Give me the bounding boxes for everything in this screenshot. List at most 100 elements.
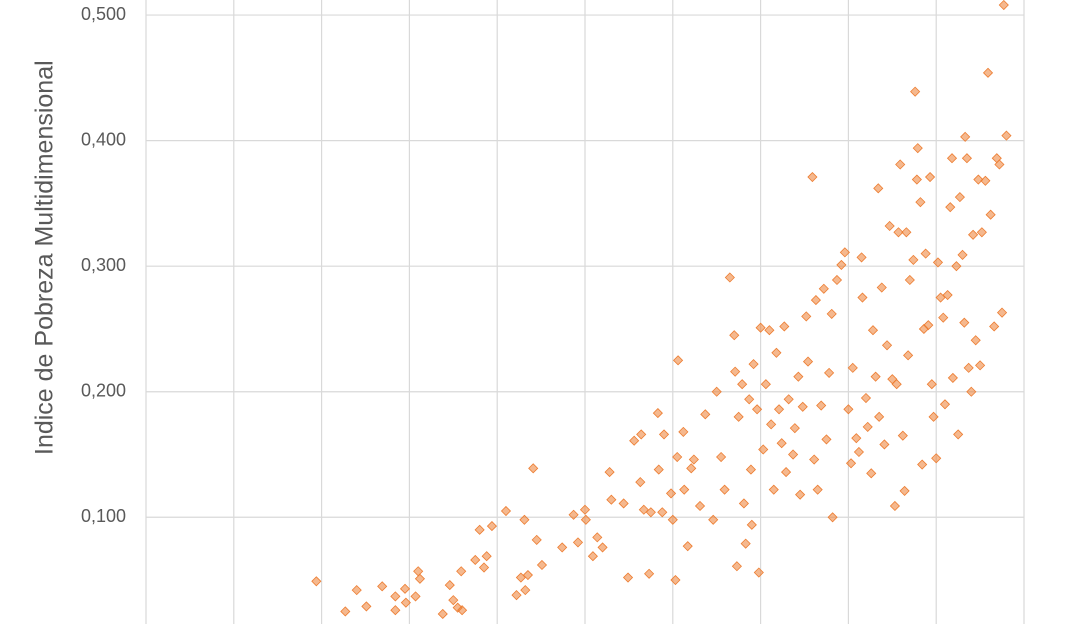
scatter-point (511, 590, 522, 601)
scatter-point (789, 423, 800, 434)
y-tick-label: 0,200 (81, 380, 126, 400)
scatter-point (788, 449, 799, 460)
scatter-point (970, 335, 981, 346)
scatter-point (729, 330, 740, 341)
scatter-point (682, 541, 693, 552)
scatter-point (911, 174, 922, 185)
scatter-point (520, 585, 531, 596)
scatter-point (457, 605, 468, 616)
y-tick-label: 0,400 (81, 129, 126, 149)
scatter-point (745, 464, 757, 475)
scatter-point (768, 484, 779, 495)
scatter-point (923, 320, 934, 331)
scatter-point (908, 254, 919, 265)
scatter-point (557, 542, 568, 553)
scatter-point (960, 131, 971, 142)
scatter-point (951, 261, 962, 272)
scatter-point (673, 355, 684, 366)
scatter-point (824, 367, 835, 378)
scatter-point (843, 404, 854, 415)
scatter-point (1001, 130, 1012, 141)
scatter-point (481, 551, 492, 562)
scatter-point (845, 458, 857, 469)
scatter-point (884, 220, 895, 232)
scatter-point (414, 573, 426, 584)
scatter-point (975, 360, 986, 371)
scatter-point (764, 325, 775, 336)
scatter-point (867, 325, 879, 336)
scatter-point (795, 489, 806, 500)
scatter-point (866, 468, 877, 479)
scatter-point (340, 606, 351, 617)
scatter-point (961, 153, 972, 164)
scatter-point (587, 551, 598, 562)
scatter-point (968, 229, 979, 240)
scatter-point (816, 400, 827, 411)
scatter-point (622, 572, 634, 583)
scatter-point (711, 386, 722, 397)
y-tick-label: 0,500 (81, 4, 126, 24)
scatter-point (579, 504, 591, 515)
scatter-point (470, 554, 481, 566)
scatter-point (953, 429, 964, 440)
scatter-point (746, 519, 757, 530)
scatter-point (653, 464, 664, 475)
scatter-point (635, 477, 646, 488)
scatter-point (998, 0, 1009, 11)
scatter-point (592, 532, 603, 543)
scatter-point (947, 372, 958, 383)
scatter-point (448, 595, 459, 606)
scatter-point (694, 500, 706, 512)
scatter-point (644, 568, 655, 579)
scatter-point (437, 608, 448, 620)
scatter-point (957, 249, 968, 260)
scatter-point (629, 435, 640, 446)
scatter-point (377, 581, 388, 592)
scatter-point (857, 292, 868, 303)
scatter-point (938, 312, 949, 323)
scatter-point (895, 159, 906, 170)
scatter-point (519, 514, 530, 525)
scatter-point (390, 605, 401, 616)
scatter-point (847, 362, 858, 373)
scatter-point (390, 591, 401, 602)
scatter-point (760, 379, 771, 390)
scatter-point (779, 321, 790, 332)
scatter-point (836, 259, 847, 270)
scatter-point (954, 192, 965, 203)
scatter-point (486, 521, 497, 532)
scatter-point (910, 86, 921, 97)
scatter-point (410, 591, 421, 602)
scatter-point (963, 362, 974, 373)
scatter-point (812, 484, 823, 495)
scatter-point (893, 227, 904, 238)
scatter-point (522, 569, 533, 581)
scatter-point (942, 289, 953, 301)
scatter-point (667, 514, 678, 525)
scatter-point (926, 379, 937, 390)
scatter-point (876, 282, 887, 293)
scatter-point (758, 444, 769, 455)
scatter-point (980, 175, 991, 186)
scatter-point (531, 534, 542, 545)
scatter-point (810, 295, 821, 306)
scatter-point (740, 538, 751, 549)
scatter-point (478, 562, 490, 573)
scatter-point (679, 484, 690, 495)
scatter-point (773, 404, 785, 415)
scatter-point (783, 394, 794, 405)
scatter-point (737, 379, 748, 390)
scatter-point (752, 404, 763, 415)
scatter-point (733, 411, 744, 422)
scatter-point (873, 183, 884, 194)
scatter-point (821, 434, 832, 445)
scatter-point (889, 500, 900, 512)
scatter-point (730, 366, 741, 377)
scatter-point (851, 433, 862, 444)
scatter-point (856, 252, 867, 263)
scatter-point (636, 429, 647, 440)
scatter-point (771, 347, 782, 358)
scatter-point (400, 597, 411, 608)
scatter-point (818, 283, 829, 294)
